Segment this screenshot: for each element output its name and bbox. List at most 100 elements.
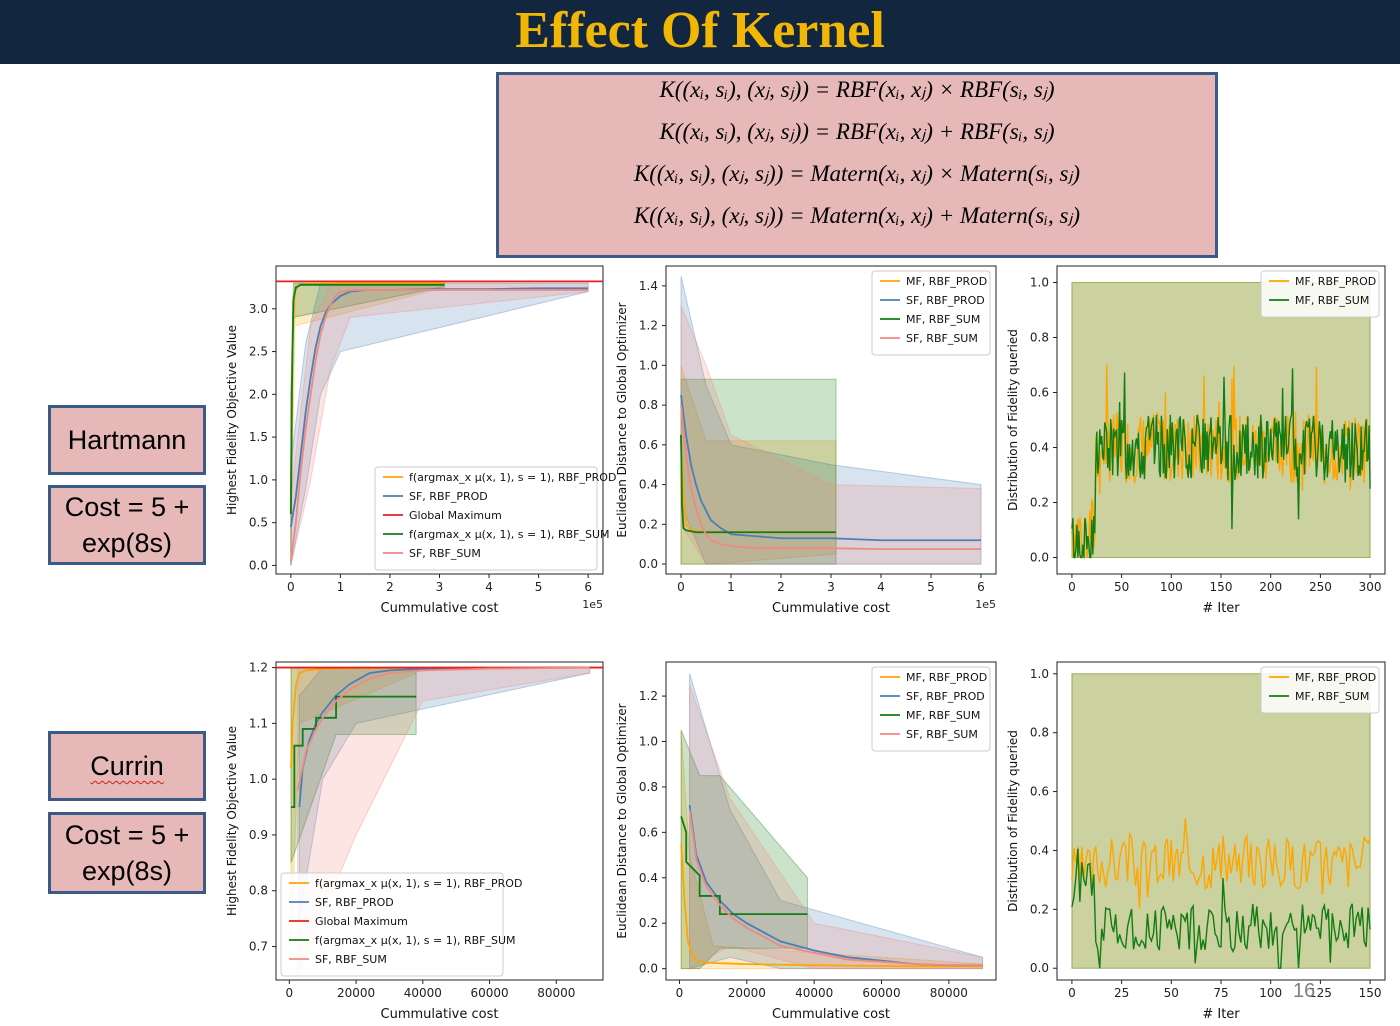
- x-tick-label: 75: [1213, 986, 1228, 1000]
- hartmann-cost-text: Cost = 5 + exp(8s): [64, 492, 190, 558]
- series-line-green: [680, 434, 836, 534]
- y-tick-label: 1.5: [249, 430, 268, 444]
- y-tick-label: 0.4: [639, 478, 658, 492]
- x-tick-label: 6: [584, 580, 592, 594]
- y-tick-label: 0.6: [1030, 785, 1049, 799]
- x-tick-label: 1: [337, 580, 345, 594]
- legend-label: MF, RBF_PROD: [906, 275, 987, 288]
- hartmann-label: Hartmann: [48, 405, 206, 475]
- x-tick-label: 0: [287, 580, 295, 594]
- y-tick-label: 1.4: [639, 279, 658, 293]
- legend-label: SF, RBF_PROD: [409, 490, 488, 503]
- series-line-salmon: [688, 809, 983, 967]
- currin-cost-label: Cost = 5 + exp(8s): [48, 812, 206, 894]
- y-tick-label: 1.0: [639, 735, 658, 749]
- x-tick-label: 1: [727, 580, 735, 594]
- confidence-band-blue: [689, 673, 984, 970]
- y-tick-label: 0.4: [1030, 843, 1049, 857]
- confidence-band-blue: [290, 282, 589, 566]
- x-tick-label: 50: [1114, 580, 1129, 594]
- y-tick-label: 0.8: [1030, 331, 1049, 345]
- x-tick-label: 150: [1210, 580, 1233, 594]
- x-tick-label: 0: [676, 986, 684, 1000]
- x-axis-label: Cummulative cost: [772, 1007, 890, 1022]
- formula-matern-sum: K((xᵢ, sᵢ), (xⱼ, sⱼ)) = Matern(xᵢ, xⱼ) +…: [633, 203, 1081, 228]
- legend-label: SF, RBF_SUM: [315, 953, 387, 966]
- series-group: [1071, 673, 1371, 969]
- legend-label: MF, RBF_PROD: [1295, 671, 1376, 684]
- y-axis-label: Euclidean Distance to Global Optimizer: [615, 703, 629, 938]
- y-tick-label: 0.9: [249, 828, 268, 842]
- y-tick-label: 1.0: [1030, 667, 1049, 681]
- hartmann-label-text: Hartmann: [67, 425, 187, 455]
- currin-label: Currin: [48, 731, 206, 801]
- confidence-band-orange: [680, 365, 837, 565]
- y-axis-label: Distribution of Fidelity queried: [1006, 329, 1020, 511]
- y-tick-label: 0.2: [639, 916, 658, 930]
- y-axis-label: Distribution of Fidelity queried: [1006, 730, 1020, 912]
- legend-label: MF, RBF_SUM: [1295, 294, 1369, 307]
- x-tick-label: 25: [1114, 986, 1129, 1000]
- confidence-band-salmon: [689, 684, 984, 970]
- x-tick-label: 40000: [795, 986, 833, 1000]
- series-group: [680, 673, 984, 970]
- confidence-band-salmon: [290, 282, 589, 566]
- slide-title: Effect Of Kernel: [515, 2, 885, 59]
- confidence-band-green: [680, 378, 837, 565]
- legend-label: Global Maximum: [409, 509, 502, 522]
- x-tick-label: 100: [1160, 580, 1183, 594]
- confidence-band-orange: [680, 730, 984, 970]
- legend-label: MF, RBF_SUM: [906, 709, 980, 722]
- legend-label: MF, RBF_PROD: [906, 671, 987, 684]
- x-tick-label: 250: [1309, 580, 1332, 594]
- y-tick-label: 0.5: [249, 516, 268, 530]
- x-axis-label: Cummulative cost: [772, 601, 890, 616]
- y-tick-label: 0.8: [1030, 726, 1049, 740]
- legend-label: MF, RBF_SUM: [906, 313, 980, 326]
- y-axis-label: Highest Fidelity Objective Value: [225, 325, 239, 515]
- x-tick-label: 5: [535, 580, 543, 594]
- series-group: [276, 666, 603, 975]
- series-line-green: [289, 283, 445, 515]
- kernel-formula-box: K((xᵢ, sᵢ), (xⱼ, sⱼ)) = RBF(xᵢ, xⱼ) × RB…: [496, 72, 1218, 258]
- x-tick-label: 0: [677, 580, 685, 594]
- y-tick-label: 0.8: [249, 884, 268, 898]
- legend-label: SF, RBF_SUM: [906, 332, 978, 345]
- legend-box: [1260, 666, 1380, 714]
- series-line-salmon: [289, 289, 589, 562]
- y-tick-label: 0.8: [639, 398, 658, 412]
- y-tick-label: 0.2: [1030, 496, 1049, 510]
- legend-label: SF, RBF_SUM: [906, 728, 978, 741]
- x-axis-label: # Iter: [1202, 601, 1240, 616]
- currin-cost-text: Cost = 5 + exp(8s): [64, 820, 190, 886]
- y-tick-label: 0.0: [1030, 551, 1049, 565]
- series-line-green: [291, 695, 417, 808]
- series-line-green: [1071, 848, 1371, 969]
- legend-label: f(argmax_x μ(x, 1), s = 1), RBF_PROD: [409, 471, 616, 484]
- x-tick-label: 5: [927, 580, 935, 594]
- y-tick-label: 0.4: [1030, 441, 1049, 455]
- x-tick-label: 40000: [404, 986, 442, 1000]
- y-tick-label: 0.4: [639, 871, 658, 885]
- series-line-orange: [1071, 364, 1371, 560]
- x-tick-label: 3: [436, 580, 444, 594]
- series-group: [1071, 282, 1371, 560]
- x-tick-label: 150: [1359, 986, 1382, 1000]
- y-tick-label: 2.0: [249, 387, 268, 401]
- x-tick-label: 4: [485, 580, 493, 594]
- x-tick-label: 3: [827, 580, 835, 594]
- x-axis-label: Cummulative cost: [381, 1007, 499, 1022]
- hartmann_hf-chart: 0 1 2 3 4 5 6 0.0 0.5 1.0 1.5 2.0 2.5 3.0 1e5 Cummulati…: [225, 265, 616, 616]
- x-tick-label: 80000: [930, 986, 968, 1000]
- y-tick-label: 1.0: [639, 358, 658, 372]
- y-tick-label: 1.0: [249, 473, 268, 487]
- y-tick-label: 0.2: [1030, 902, 1049, 916]
- currin_dist-chart: 0 20000 40000 60000 80000 0.0 0.2 0.4 0.6 0.8 1.0 1…: [615, 661, 997, 1022]
- formula-rbf-sum: K((xᵢ, sᵢ), (xⱼ, sⱼ)) = RBF(xᵢ, xⱼ) + RB…: [659, 119, 1055, 144]
- x-tick-label: 0: [286, 986, 294, 1000]
- x-multiplier: 1e5: [975, 598, 996, 611]
- legend-label: MF, RBF_SUM: [1295, 690, 1369, 703]
- series-line-orange: [680, 843, 983, 968]
- x-tick-label: 4: [877, 580, 885, 594]
- series-line-green: [680, 816, 808, 916]
